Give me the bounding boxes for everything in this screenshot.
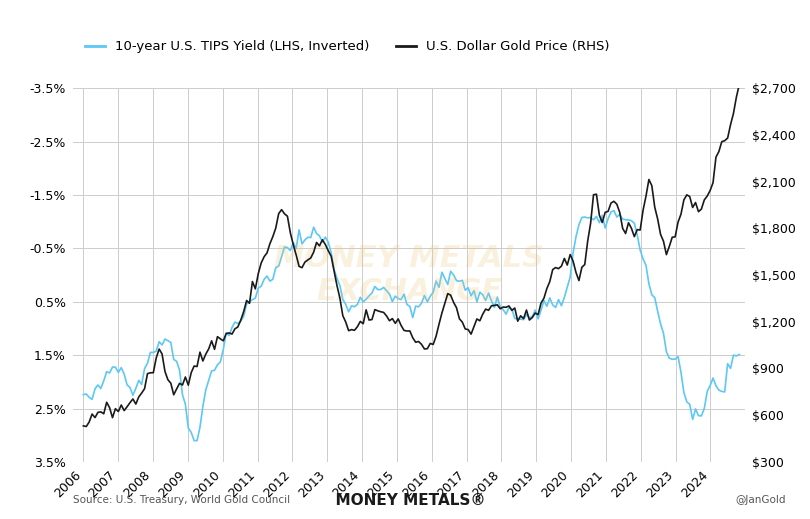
Text: Source: U.S. Treasury, World Gold Council: Source: U.S. Treasury, World Gold Counci… <box>73 496 290 506</box>
Text: MONEY METALS®: MONEY METALS® <box>325 494 485 508</box>
Legend: 10-year U.S. TIPS Yield (LHS, Inverted), U.S. Dollar Gold Price (RHS): 10-year U.S. TIPS Yield (LHS, Inverted),… <box>79 35 615 59</box>
Text: @JanGold: @JanGold <box>735 496 786 506</box>
Text: MONEY METALS
EXCHANGE: MONEY METALS EXCHANGE <box>274 244 544 306</box>
